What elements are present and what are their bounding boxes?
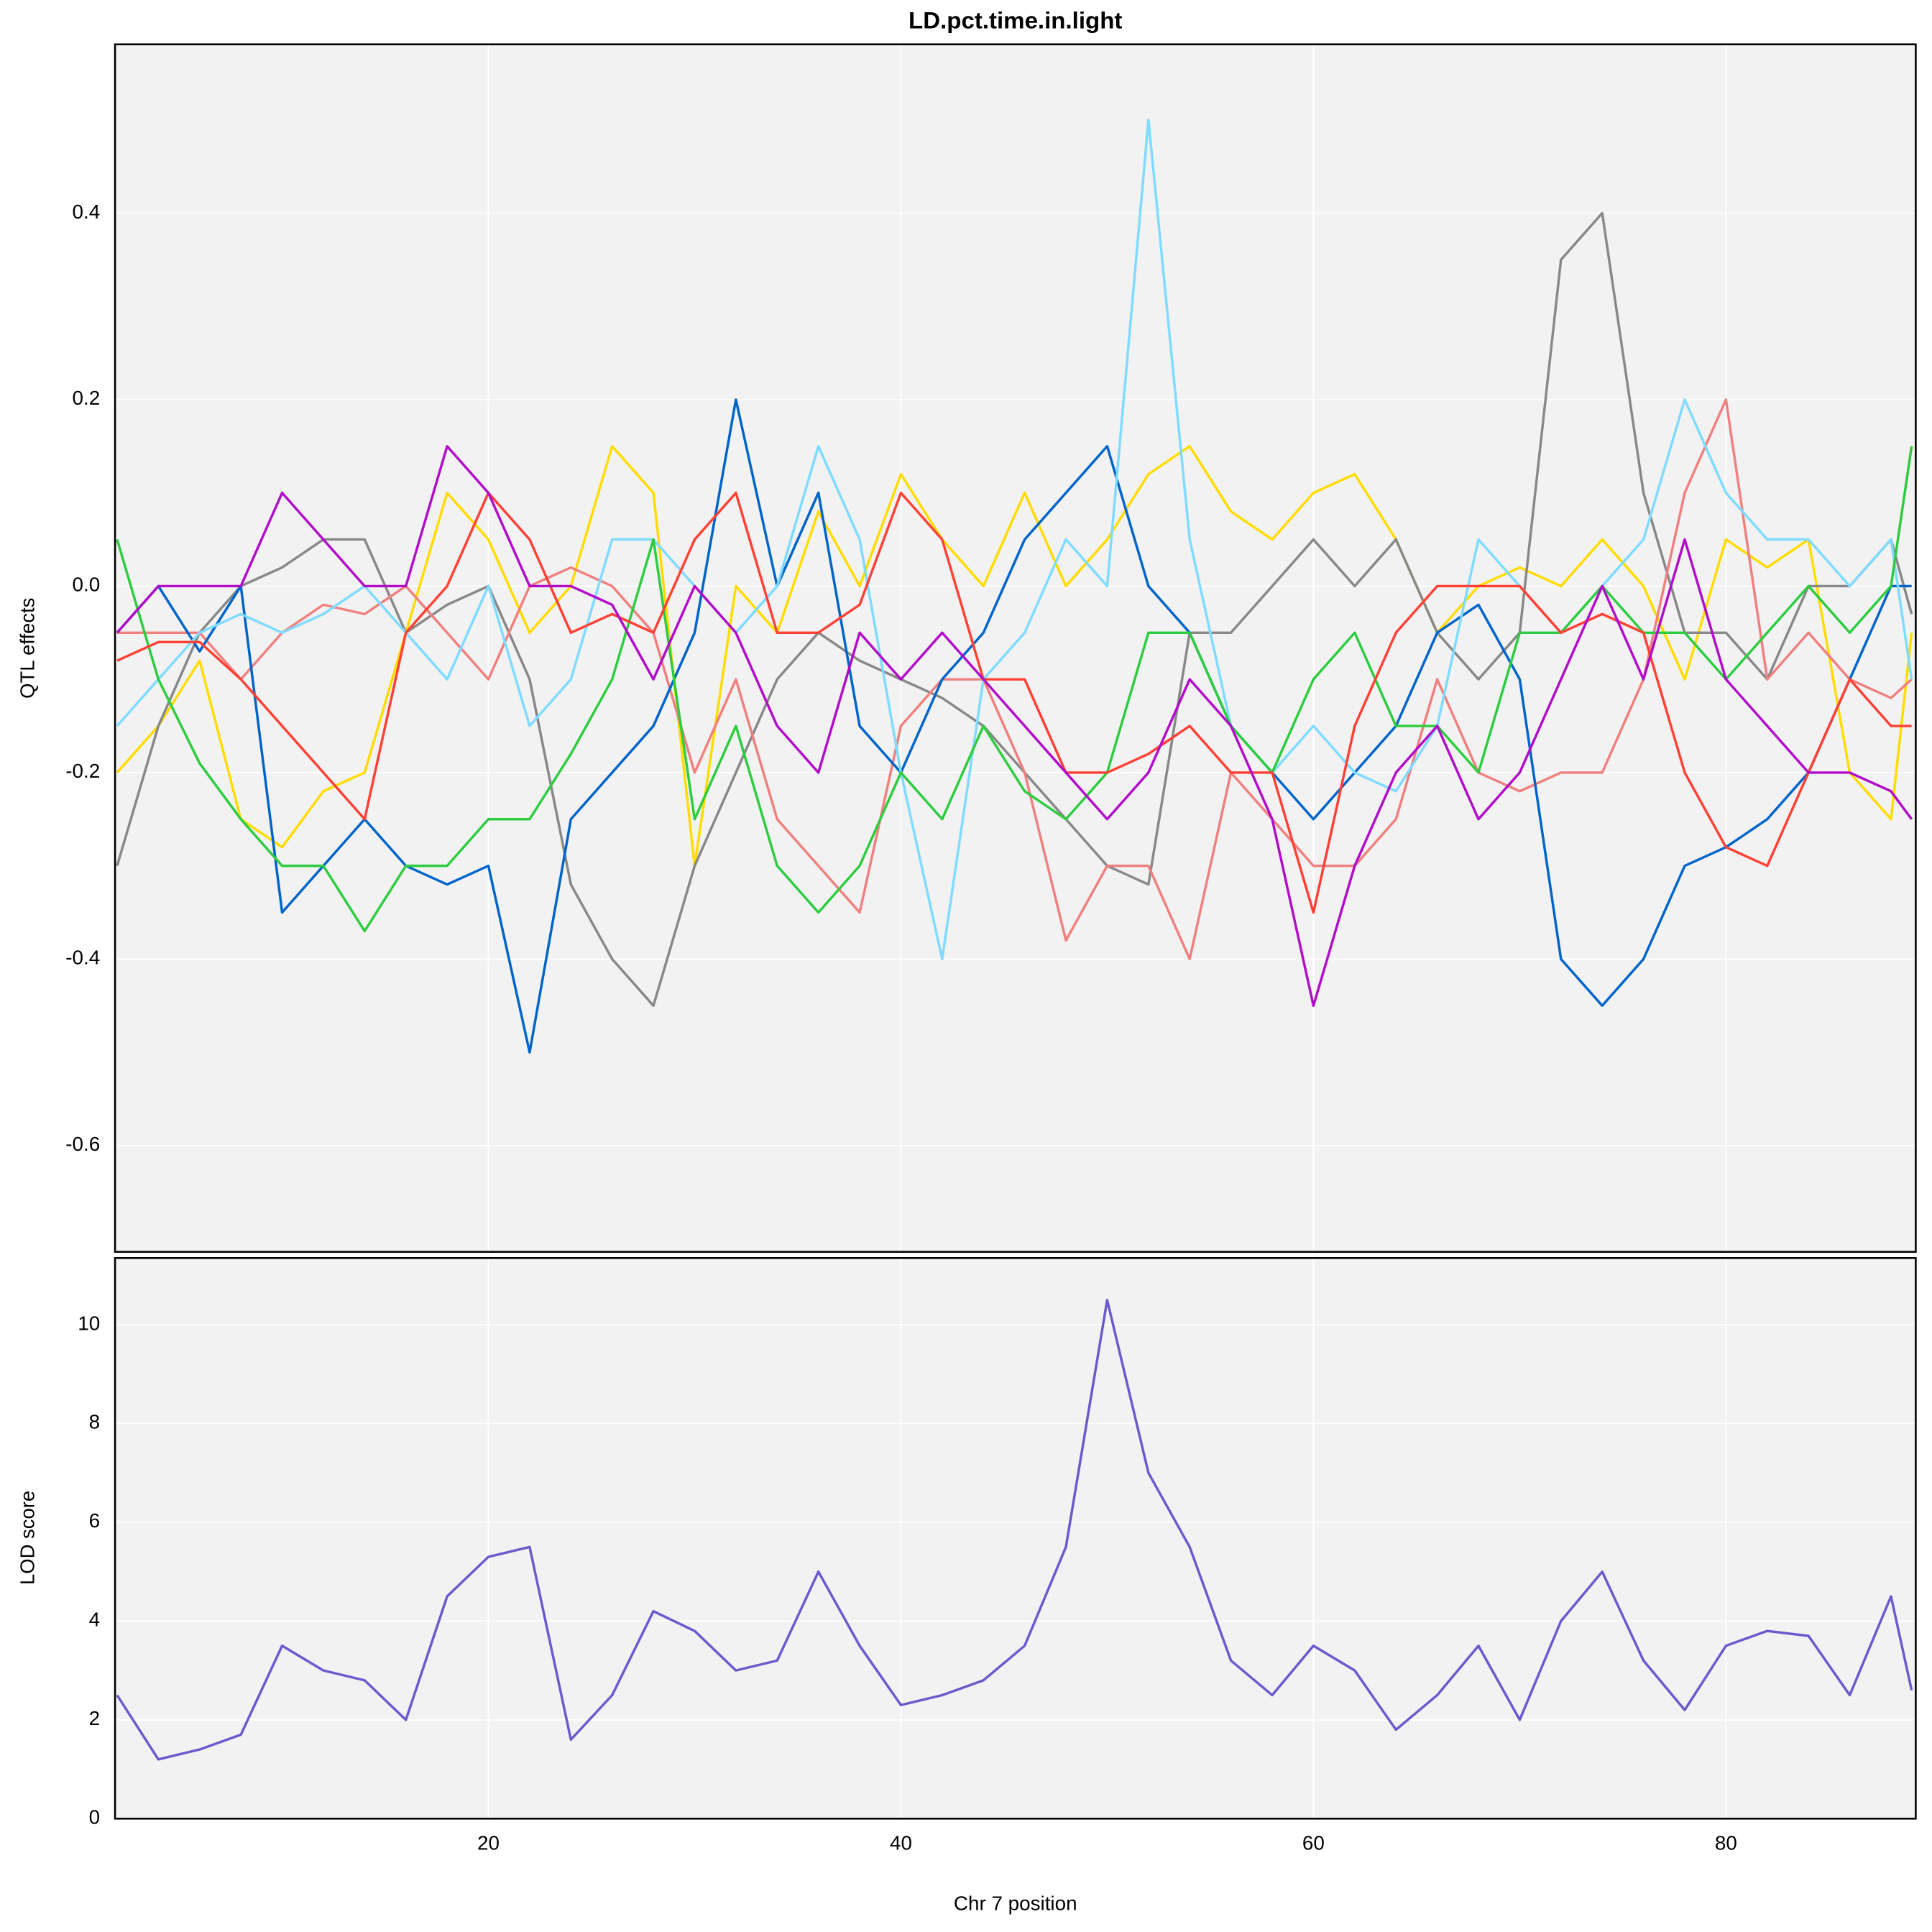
y-tick-label: 10 — [78, 1312, 100, 1334]
series-line — [116, 119, 1913, 961]
x-tick-label: 60 — [1302, 1832, 1325, 1854]
series-line — [116, 445, 1913, 1007]
x-tick-label: 20 — [477, 1832, 500, 1854]
plot-background — [115, 44, 1916, 1252]
y-axis-label: LOD score — [16, 1491, 38, 1585]
x-axis-label: Chr 7 position — [954, 1892, 1077, 1915]
series-line — [116, 398, 1913, 961]
plot-background — [115, 1258, 1916, 1819]
y-tick-label: 6 — [89, 1509, 100, 1532]
y-tick-label: 8 — [89, 1411, 100, 1433]
plot-frame — [114, 43, 1917, 1253]
y-tick-label: 2 — [89, 1707, 100, 1729]
x-tick-label: 80 — [1715, 1832, 1737, 1854]
y-tick-label: 4 — [89, 1609, 100, 1631]
y-tick-label: -0.6 — [65, 1133, 100, 1155]
series-line — [116, 446, 1913, 933]
series-line — [116, 398, 1912, 1054]
y-tick-label: -0.2 — [65, 760, 100, 782]
y-tick-label: -0.4 — [65, 947, 100, 969]
x-tick-label: 40 — [890, 1832, 912, 1854]
series-line — [116, 1298, 1913, 1761]
y-tick-label: 0 — [89, 1806, 100, 1828]
series-line — [116, 445, 1913, 868]
y-tick-label: 0.0 — [72, 574, 100, 596]
series-line — [116, 492, 1912, 914]
y-tick-label: 0.4 — [72, 201, 100, 223]
plot-frame — [114, 1257, 1917, 1820]
y-axis-label: QTL effects — [16, 598, 38, 699]
y-tick-label: 0.2 — [72, 387, 100, 409]
chart-title: LD.pct.time.in.light — [908, 7, 1122, 34]
